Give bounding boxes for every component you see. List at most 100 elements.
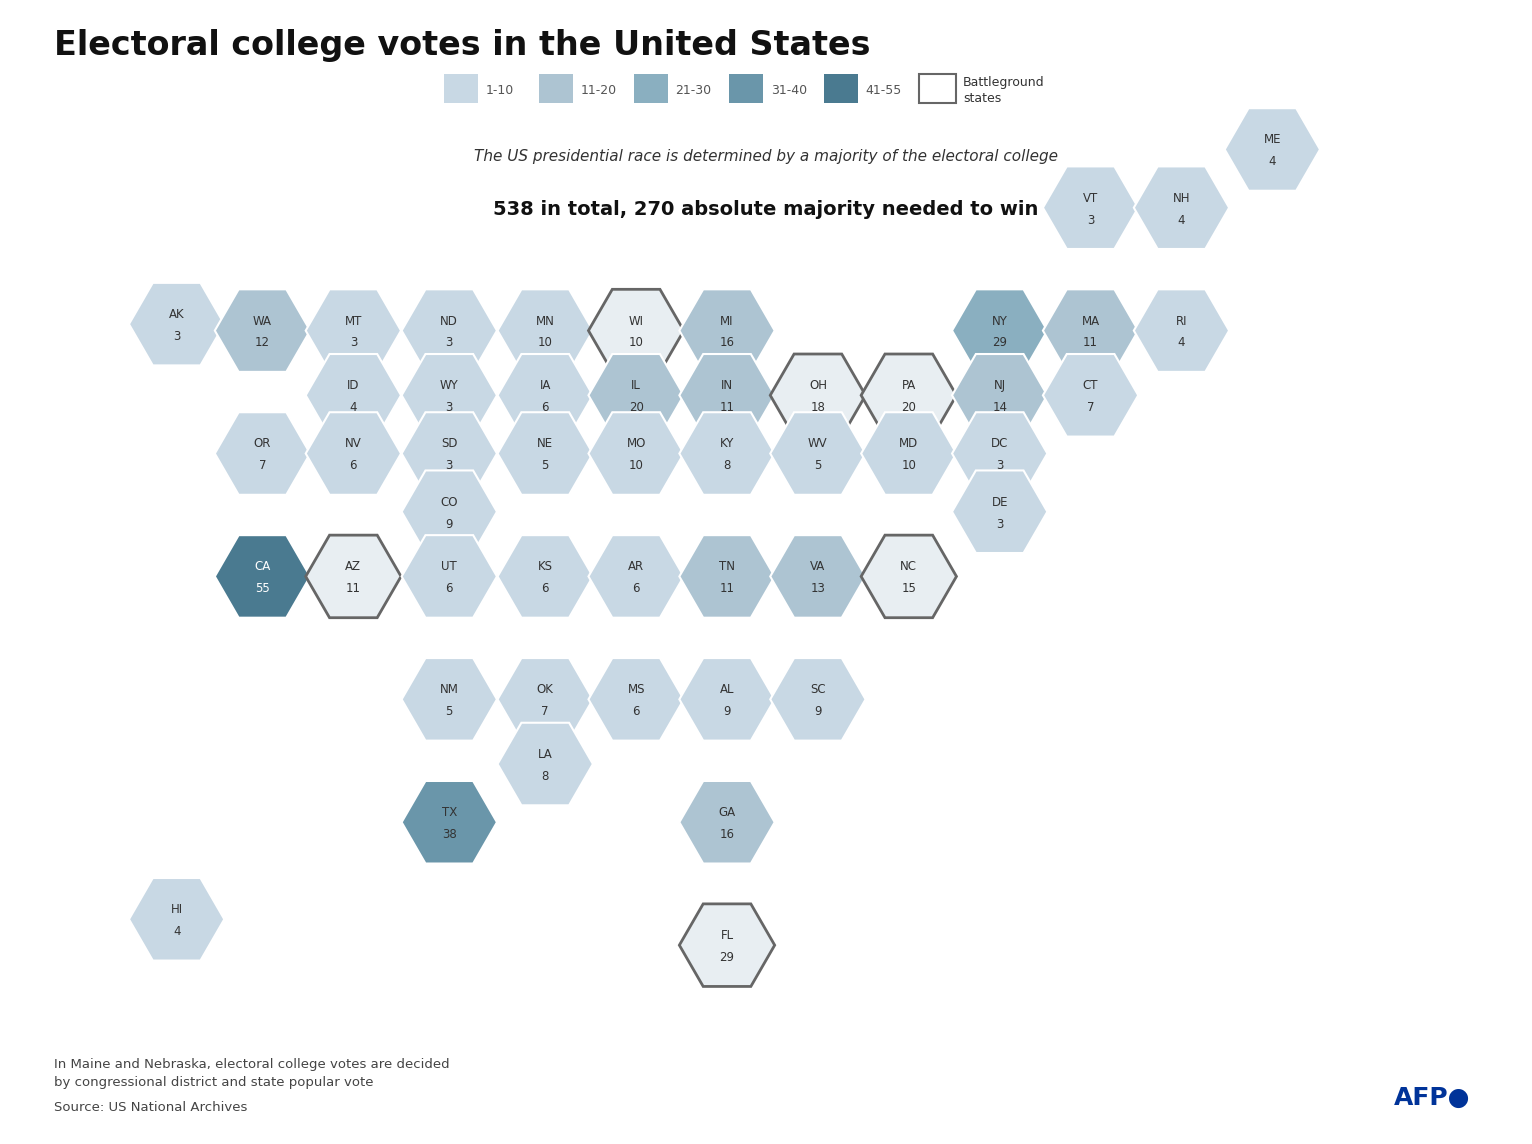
- Text: 6: 6: [446, 582, 453, 595]
- Text: 20: 20: [901, 402, 916, 414]
- Text: 21-30: 21-30: [676, 84, 712, 96]
- Text: TX: TX: [441, 807, 457, 819]
- Text: SD: SD: [441, 437, 458, 451]
- Text: 10: 10: [901, 460, 916, 472]
- Polygon shape: [1043, 353, 1138, 437]
- Polygon shape: [214, 535, 309, 618]
- Polygon shape: [1224, 109, 1321, 191]
- Text: OH: OH: [809, 380, 827, 392]
- Text: 10: 10: [538, 336, 553, 350]
- Text: WI: WI: [628, 315, 643, 327]
- Text: KY: KY: [720, 437, 734, 451]
- Text: 18: 18: [810, 402, 826, 414]
- Polygon shape: [861, 535, 956, 618]
- Polygon shape: [401, 470, 496, 553]
- Text: Battleground
states: Battleground states: [964, 76, 1045, 104]
- Text: MN: MN: [536, 315, 555, 327]
- Polygon shape: [951, 353, 1048, 437]
- Text: 1-10: 1-10: [486, 84, 513, 96]
- Polygon shape: [129, 877, 224, 961]
- Polygon shape: [214, 412, 309, 495]
- Text: 3: 3: [446, 336, 453, 350]
- Text: CO: CO: [441, 495, 458, 509]
- Text: WV: WV: [807, 437, 827, 451]
- Polygon shape: [1043, 289, 1138, 372]
- Polygon shape: [1134, 166, 1229, 249]
- Text: ND: ND: [440, 315, 458, 327]
- Text: 3: 3: [996, 460, 1003, 472]
- Text: 9: 9: [446, 517, 453, 531]
- Text: CA: CA: [254, 561, 271, 573]
- Text: 10: 10: [628, 336, 643, 350]
- Text: IN: IN: [722, 380, 734, 392]
- Polygon shape: [1134, 289, 1229, 372]
- Text: NV: NV: [345, 437, 362, 451]
- Text: In Maine and Nebraska, electoral college votes are decided
by congressional dist: In Maine and Nebraska, electoral college…: [54, 1058, 449, 1089]
- Text: RI: RI: [1175, 315, 1187, 327]
- Text: ID: ID: [348, 380, 360, 392]
- Text: 13: 13: [810, 582, 826, 595]
- Text: UT: UT: [441, 561, 457, 573]
- Text: 15: 15: [901, 582, 916, 595]
- Text: NE: NE: [538, 437, 553, 451]
- Text: CT: CT: [1083, 380, 1098, 392]
- Text: 6: 6: [633, 705, 640, 718]
- Text: 3: 3: [446, 460, 453, 472]
- Text: AFP●: AFP●: [1394, 1086, 1471, 1110]
- Text: 8: 8: [723, 460, 731, 472]
- Text: 5: 5: [541, 460, 548, 472]
- Text: MO: MO: [627, 437, 647, 451]
- Text: 4: 4: [173, 925, 181, 938]
- Text: 5: 5: [813, 460, 821, 472]
- Text: GA: GA: [719, 807, 735, 819]
- Text: MA: MA: [1082, 315, 1100, 327]
- Polygon shape: [679, 658, 775, 740]
- Polygon shape: [401, 289, 496, 372]
- Text: 9: 9: [723, 705, 731, 718]
- Text: NM: NM: [440, 683, 458, 697]
- Text: Source: US National Archives: Source: US National Archives: [54, 1101, 247, 1113]
- Text: MS: MS: [628, 683, 645, 697]
- Text: FL: FL: [720, 929, 734, 943]
- Polygon shape: [771, 658, 866, 740]
- Text: 3: 3: [173, 329, 181, 343]
- Text: 7: 7: [259, 460, 267, 472]
- Text: 3: 3: [349, 336, 357, 350]
- Text: DC: DC: [991, 437, 1008, 451]
- Polygon shape: [129, 283, 224, 365]
- Text: OR: OR: [254, 437, 271, 451]
- Text: AR: AR: [628, 561, 643, 573]
- Text: 3: 3: [996, 517, 1003, 531]
- Text: LA: LA: [538, 748, 553, 761]
- Polygon shape: [771, 353, 866, 437]
- Text: 3: 3: [446, 402, 453, 414]
- Polygon shape: [498, 535, 593, 618]
- Text: 16: 16: [720, 336, 734, 350]
- Text: 7: 7: [1086, 402, 1094, 414]
- Polygon shape: [498, 353, 593, 437]
- Text: VA: VA: [810, 561, 826, 573]
- Text: 41-55: 41-55: [866, 84, 902, 96]
- Polygon shape: [861, 412, 956, 495]
- Text: MT: MT: [345, 315, 362, 327]
- Polygon shape: [588, 658, 683, 740]
- Text: 10: 10: [628, 460, 643, 472]
- Text: AZ: AZ: [345, 561, 362, 573]
- Polygon shape: [498, 289, 593, 372]
- Polygon shape: [306, 353, 401, 437]
- Polygon shape: [1043, 166, 1138, 249]
- Text: AK: AK: [169, 308, 184, 321]
- Text: DE: DE: [991, 495, 1008, 509]
- Text: IL: IL: [631, 380, 640, 392]
- Polygon shape: [771, 412, 866, 495]
- Text: MI: MI: [720, 315, 734, 327]
- Text: 14: 14: [993, 402, 1007, 414]
- Polygon shape: [306, 289, 401, 372]
- Text: Electoral college votes in the United States: Electoral college votes in the United St…: [54, 29, 870, 62]
- Text: NC: NC: [901, 561, 918, 573]
- Polygon shape: [306, 535, 401, 618]
- Polygon shape: [951, 412, 1048, 495]
- Polygon shape: [214, 289, 309, 372]
- Text: 38: 38: [441, 828, 457, 841]
- Text: NJ: NJ: [994, 380, 1005, 392]
